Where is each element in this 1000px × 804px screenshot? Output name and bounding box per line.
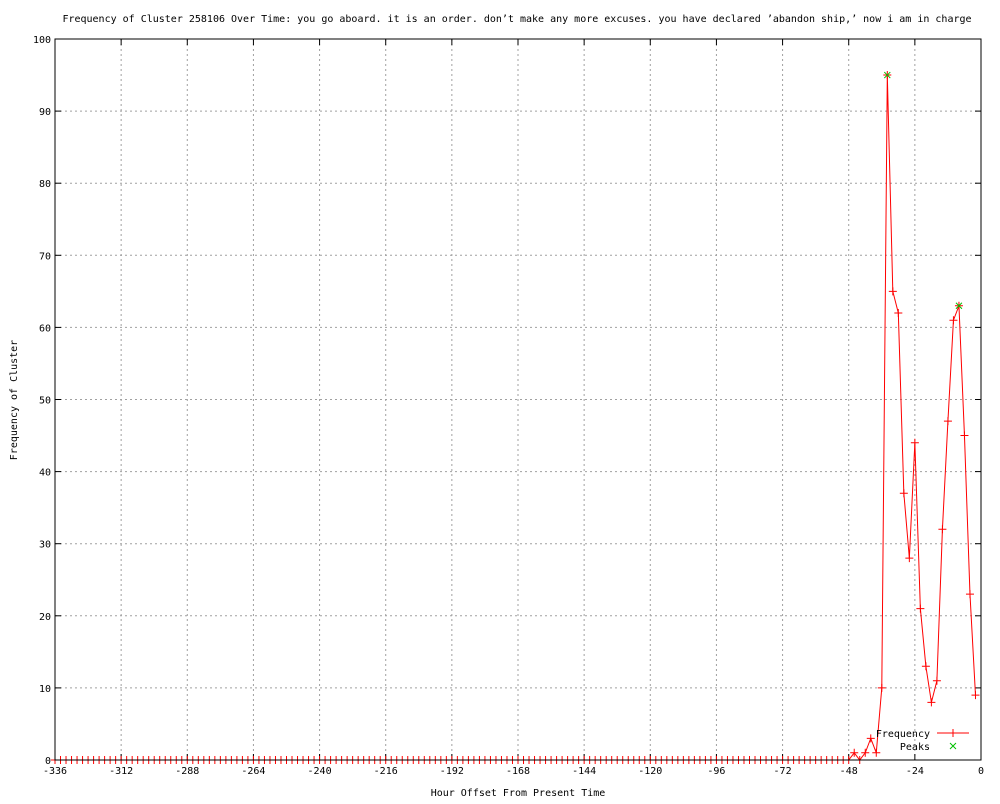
x-tick-label: -120 (638, 766, 662, 777)
frequency-point (866, 734, 875, 743)
x-tick-label: -240 (308, 766, 332, 777)
frequency-point (932, 676, 941, 685)
frequency-point (916, 604, 925, 613)
x-tick-label: -288 (175, 766, 199, 777)
frequency-point (861, 748, 870, 757)
x-tick-label: -336 (43, 766, 67, 777)
plot-border (54, 38, 982, 761)
frequency-point (888, 287, 897, 296)
frequency-line (55, 75, 976, 761)
frequency-point (949, 316, 958, 325)
x-tick-label: -216 (374, 766, 398, 777)
axis-ticks: -336 -312 -288 -264 -240 -216 -192 -168 -144 -120… (33, 35, 984, 777)
x-tick-label: -24 (906, 766, 924, 777)
y-tick-label: 30 (39, 540, 51, 551)
peak-point (955, 302, 963, 310)
frequency-point (910, 438, 919, 447)
frequency-point (971, 691, 980, 700)
y-tick-label: 100 (33, 35, 51, 46)
x-tick-label: 0 (978, 766, 984, 777)
x-tick-label: -96 (707, 766, 725, 777)
frequency-point (905, 554, 914, 563)
frequency-point (877, 683, 886, 692)
frequency-point (943, 417, 952, 426)
x-tick-label: -264 (241, 766, 265, 777)
x-tick-label: -192 (440, 766, 464, 777)
chart-title: Frequency of Cluster 258106 Over Time: y… (62, 14, 971, 25)
y-axis-label: Frequency of Cluster (9, 340, 20, 460)
y-tick-label: 40 (39, 468, 51, 479)
grid (55, 39, 981, 760)
y-tick-label: 60 (39, 323, 51, 334)
peak-point (883, 71, 891, 79)
frequency-point (960, 431, 969, 440)
y-tick-label: 20 (39, 612, 51, 623)
legend-marker-frequency (949, 729, 957, 737)
legend: Frequency Peaks (876, 729, 969, 753)
frequency-point (965, 590, 974, 599)
frequency-point (921, 662, 930, 671)
x-tick-label: -312 (109, 766, 133, 777)
frequency-point (850, 748, 859, 757)
legend-label-peaks: Peaks (900, 742, 930, 753)
frequency-point (927, 698, 936, 707)
legend-marker-peaks (949, 742, 957, 750)
x-tick-label: -72 (774, 766, 792, 777)
x-tick-label: -48 (840, 766, 858, 777)
y-tick-label: 10 (39, 684, 51, 695)
y-tick-label: 90 (39, 107, 51, 118)
legend-label-frequency: Frequency (876, 729, 930, 740)
x-tick-label: -144 (572, 766, 596, 777)
y-tick-label: 0 (45, 756, 51, 767)
frequency-point (894, 308, 903, 317)
series-layer (51, 71, 980, 764)
frequency-point (872, 748, 881, 757)
x-axis-label: Hour Offset From Present Time (431, 788, 606, 799)
y-tick-label: 70 (39, 251, 51, 262)
frequency-point (899, 489, 908, 498)
x-tick-label: -168 (506, 766, 530, 777)
y-tick-label: 50 (39, 396, 51, 407)
frequency-point (938, 525, 947, 534)
y-tick-label: 80 (39, 179, 51, 190)
